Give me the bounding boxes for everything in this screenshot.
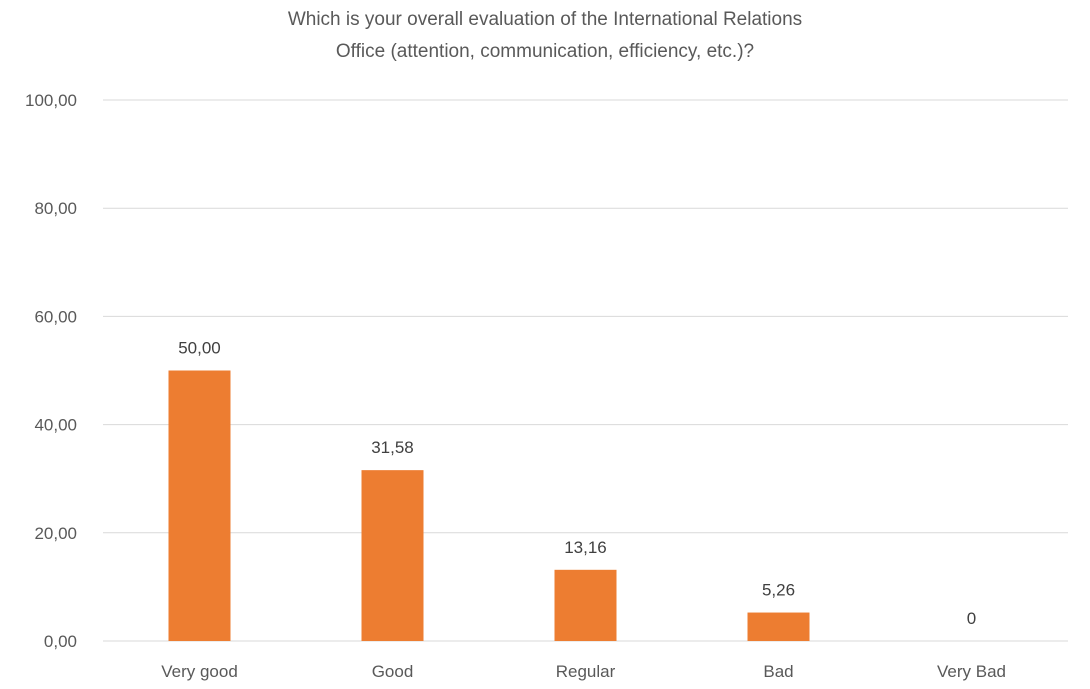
x-category-label: Very Bad [937, 662, 1006, 681]
bar [168, 370, 231, 641]
y-tick-label: 0,00 [44, 632, 77, 651]
data-label: 5,26 [762, 581, 795, 600]
y-tick-label: 100,00 [25, 91, 77, 110]
chart-title-line-2: Office (attention, communication, effici… [335, 41, 755, 62]
bar [747, 612, 810, 641]
data-label: 50,00 [178, 339, 221, 358]
data-label: 13,16 [564, 538, 607, 557]
bar [554, 569, 617, 641]
x-category-label: Very good [161, 662, 238, 681]
x-category-label: Good [372, 662, 414, 681]
x-category-label: Regular [556, 662, 616, 681]
y-tick-label: 20,00 [34, 524, 77, 543]
y-tick-label: 40,00 [34, 416, 77, 435]
x-category-label: Bad [763, 662, 793, 681]
y-tick-label: 60,00 [34, 307, 77, 326]
bar [361, 470, 424, 641]
y-tick-label: 80,00 [34, 199, 77, 218]
chart-title-line-1: Which is your overall evaluation of the … [287, 9, 803, 30]
data-label: 31,58 [371, 438, 414, 457]
data-label: 0 [967, 609, 976, 628]
